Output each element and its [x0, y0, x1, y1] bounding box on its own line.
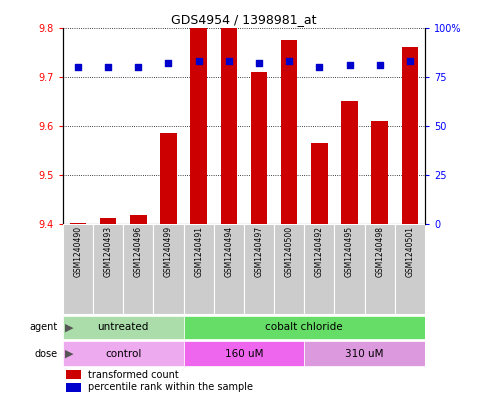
Text: ▶: ▶: [65, 349, 74, 359]
Text: GSM1240496: GSM1240496: [134, 226, 143, 277]
Bar: [365, 224, 395, 314]
Bar: [402, 47, 418, 224]
Text: GSM1240495: GSM1240495: [345, 226, 354, 277]
Bar: [67, 370, 81, 379]
Bar: [70, 223, 86, 224]
Text: GSM1240492: GSM1240492: [315, 226, 324, 277]
Bar: [213, 224, 244, 314]
Text: 310 uM: 310 uM: [345, 349, 384, 359]
Bar: [184, 224, 213, 314]
Bar: [184, 316, 425, 339]
Text: GSM1240490: GSM1240490: [73, 226, 83, 277]
Bar: [371, 121, 388, 224]
Bar: [244, 224, 274, 314]
Text: control: control: [105, 349, 142, 359]
Text: cobalt chloride: cobalt chloride: [266, 322, 343, 332]
Text: transformed count: transformed count: [88, 369, 179, 380]
Text: GSM1240494: GSM1240494: [224, 226, 233, 277]
Bar: [184, 341, 304, 366]
Bar: [67, 383, 81, 392]
Bar: [130, 215, 146, 224]
Text: ▶: ▶: [65, 322, 74, 332]
Point: [104, 64, 112, 70]
Point: [74, 64, 82, 70]
Point: [255, 60, 263, 66]
Bar: [341, 101, 358, 224]
Bar: [190, 28, 207, 224]
Bar: [395, 224, 425, 314]
Text: dose: dose: [35, 349, 58, 359]
Text: percentile rank within the sample: percentile rank within the sample: [88, 382, 253, 392]
Point: [346, 62, 354, 68]
Bar: [123, 224, 154, 314]
Text: GSM1240497: GSM1240497: [255, 226, 264, 277]
Text: GSM1240498: GSM1240498: [375, 226, 384, 277]
Bar: [304, 341, 425, 366]
Text: GSM1240491: GSM1240491: [194, 226, 203, 277]
Bar: [63, 224, 93, 314]
Bar: [154, 224, 184, 314]
Title: GDS4954 / 1398981_at: GDS4954 / 1398981_at: [171, 13, 317, 26]
Bar: [281, 40, 298, 224]
Point: [376, 62, 384, 68]
Text: GSM1240499: GSM1240499: [164, 226, 173, 277]
Point: [315, 64, 323, 70]
Bar: [93, 224, 123, 314]
Bar: [160, 133, 177, 224]
Bar: [100, 218, 116, 224]
Bar: [311, 143, 327, 224]
Point: [195, 58, 202, 64]
Text: 160 uM: 160 uM: [225, 349, 263, 359]
Point: [165, 60, 172, 66]
Bar: [63, 316, 184, 339]
Text: GSM1240500: GSM1240500: [284, 226, 294, 277]
Point: [134, 64, 142, 70]
Bar: [221, 28, 237, 224]
Point: [406, 58, 414, 64]
Bar: [304, 224, 334, 314]
Text: untreated: untreated: [98, 322, 149, 332]
Bar: [334, 224, 365, 314]
Text: agent: agent: [30, 322, 58, 332]
Text: GSM1240493: GSM1240493: [103, 226, 113, 277]
Point: [225, 58, 233, 64]
Bar: [63, 341, 184, 366]
Text: GSM1240501: GSM1240501: [405, 226, 414, 277]
Bar: [251, 72, 267, 224]
Bar: [274, 224, 304, 314]
Point: [285, 58, 293, 64]
